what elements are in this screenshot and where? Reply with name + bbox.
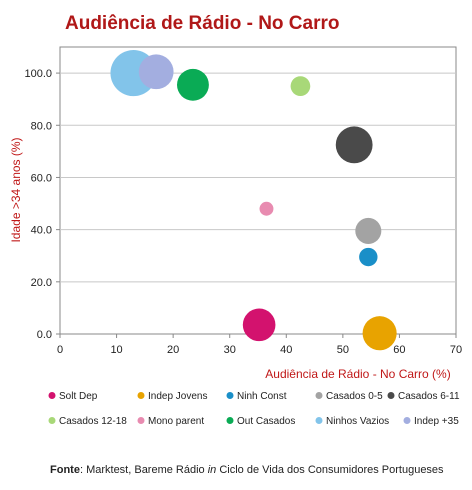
x-tick-label-7: 70 — [450, 344, 462, 356]
x-axis-title: Audiência de Rádio - No Carro (%) — [265, 367, 450, 381]
x-tick-label-0: 0 — [57, 344, 63, 356]
legend-label-ninh-const: Ninh Const — [237, 391, 287, 402]
footer-label: Fonte — [50, 464, 80, 476]
legend-marker-ninhos-vazios — [315, 417, 323, 424]
legend: Solt Dep Indep Jovens Ninh Const Casados 0-… — [48, 391, 460, 427]
legend-marker-mono-parent — [137, 417, 145, 424]
y-tick-label-5: 100.0 — [24, 68, 52, 80]
x-tick-label-1: 10 — [110, 344, 122, 356]
y-tick-label-3: 60.0 — [31, 172, 52, 184]
legend-marker-indep-35 — [403, 417, 411, 424]
y-tick-label-4: 80.0 — [31, 120, 52, 132]
bubble-casados-12-18 — [290, 76, 311, 96]
footer-source: Fonte: Marktest, Bareme Rádio in Ciclo d… — [50, 464, 444, 476]
y-tick-label-1: 20.0 — [31, 277, 52, 289]
y-axis-title: Idade >34 anos (%) — [9, 137, 23, 242]
legend-label-casados-6-11: Casados 6-11 — [398, 391, 460, 402]
legend-marker-casados-12-18 — [48, 417, 56, 424]
x-tick-label-5: 50 — [337, 344, 349, 356]
y-tick-label-2: 40.0 — [31, 225, 52, 237]
y-tick-label-0: 0.0 — [37, 329, 52, 341]
legend-marker-casados-6-11 — [387, 392, 395, 399]
legend-label-casados-12-18: Casados 12-18 — [59, 416, 127, 427]
legend-marker-solt-dep — [48, 392, 56, 399]
legend-marker-casados-0-5 — [315, 392, 323, 399]
x-tick-label-6: 60 — [393, 344, 405, 356]
legend-marker-ninh-const — [226, 392, 234, 399]
bubble-solt-dep — [242, 308, 276, 342]
footer-text-italic: in — [208, 464, 217, 476]
legend-marker-indep-jovens — [137, 392, 145, 399]
bubble-ninh-const — [359, 247, 378, 267]
bubble-series — [110, 50, 397, 351]
footer-text-a: : Marktest, Bareme Rádio — [80, 464, 208, 476]
legend-label-indep-jovens: Indep Jovens — [148, 391, 208, 402]
legend-label-solt-dep: Solt Dep — [59, 391, 98, 402]
bubble-out-casados — [177, 68, 209, 101]
chart-title: Audiência de Rádio - No Carro — [65, 13, 339, 34]
legend-label-indep-35: Indep +35 — [414, 416, 459, 427]
x-axis-ticks: 0 10 20 30 40 50 60 70 — [57, 334, 462, 356]
legend-label-mono-parent: Mono parent — [148, 416, 204, 427]
bubble-indep-35 — [138, 54, 174, 90]
x-tick-label-4: 40 — [280, 344, 292, 356]
bubble-indep-jovens — [362, 316, 397, 351]
y-axis-ticks: 0.0 20.0 40.0 60.0 80.0 100.0 — [24, 68, 60, 341]
bubble-casados-6-11 — [335, 126, 373, 164]
legend-label-ninhos-vazios: Ninhos Vazios — [326, 416, 389, 427]
x-tick-label-3: 30 — [224, 344, 236, 356]
x-tick-label-2: 20 — [167, 344, 179, 356]
legend-label-casados-0-5: Casados 0-5 — [326, 391, 383, 402]
legend-label-out-casados: Out Casados — [237, 416, 295, 427]
bubble-mono-parent — [259, 201, 274, 216]
footer-text-b: Ciclo de Vida dos Consumidores Portugues… — [216, 464, 444, 476]
bubble-casados-0-5 — [355, 217, 382, 244]
legend-marker-out-casados — [226, 417, 234, 424]
